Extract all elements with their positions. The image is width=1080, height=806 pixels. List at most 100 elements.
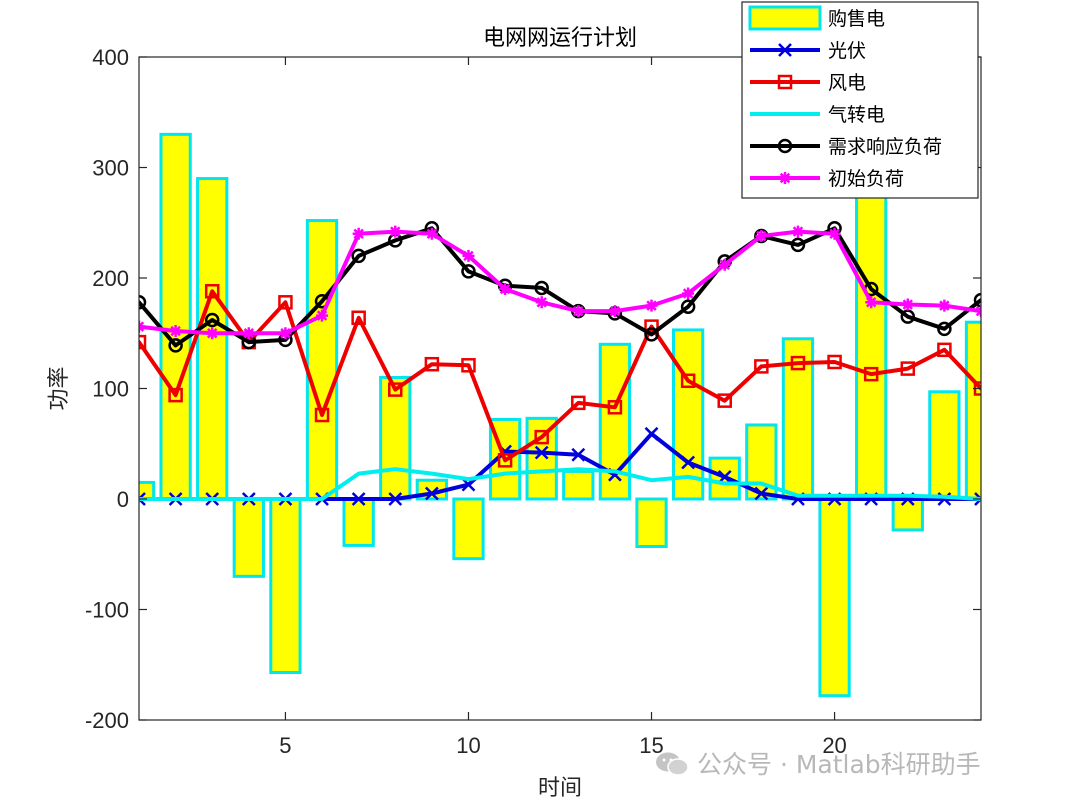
- y-tick-label: 200: [92, 266, 129, 291]
- data-point: [754, 486, 769, 501]
- bar: [891, 497, 924, 532]
- legend-entry: 气转电: [750, 104, 885, 126]
- data-point: [242, 327, 255, 340]
- bar: [562, 469, 595, 501]
- legend-label: 购售电: [828, 8, 885, 30]
- bar: [232, 497, 265, 578]
- data-point: [351, 310, 366, 326]
- data-point: [571, 447, 586, 462]
- data-point: [278, 295, 293, 310]
- data-point: [645, 299, 658, 312]
- data-point: [424, 486, 439, 501]
- x-tick-label: 10: [456, 733, 480, 758]
- data-point: [351, 248, 366, 264]
- data-point: [791, 225, 804, 238]
- data-point: [755, 230, 768, 243]
- data-point: [425, 227, 438, 240]
- data-point: [937, 342, 952, 358]
- data-point: [535, 296, 548, 309]
- bar: [342, 497, 375, 547]
- data-point: [388, 492, 403, 506]
- data-point: [827, 354, 842, 370]
- data-point: [461, 264, 476, 279]
- data-point: [534, 429, 549, 445]
- data-point: [974, 492, 981, 506]
- x-tick-label: 5: [279, 733, 291, 758]
- y-tick-label: 400: [92, 45, 129, 70]
- data-point: [388, 382, 403, 397]
- y-axis-label: 功率: [47, 366, 72, 410]
- data-point: [571, 395, 586, 411]
- chart-title: 电网网运行计划: [483, 26, 637, 51]
- data-point: [534, 445, 549, 460]
- data-point: [204, 284, 220, 299]
- series-line: [139, 229, 981, 336]
- y-tick-label: 0: [117, 487, 129, 512]
- data-point: [973, 292, 981, 308]
- data-point: [863, 366, 879, 382]
- y-tick-label: -100: [85, 598, 129, 623]
- legend-entry: 风电: [750, 72, 866, 94]
- data-point: [314, 407, 330, 423]
- legend-label: 需求响应负荷: [828, 136, 942, 158]
- data-point: [790, 237, 806, 253]
- data-point: [779, 172, 791, 184]
- y-tick-label: 300: [92, 156, 129, 181]
- data-point: [680, 373, 696, 389]
- data-point: [717, 393, 732, 408]
- data-point: [389, 225, 402, 238]
- legend-entry: 购售电: [748, 5, 885, 31]
- data-point: [424, 356, 440, 372]
- data-point: [644, 426, 659, 441]
- wechat-icon: [656, 752, 689, 776]
- legend-label: 风电: [828, 72, 866, 94]
- bar: [269, 497, 302, 674]
- data-point: [790, 355, 806, 371]
- legend-label: 光伏: [828, 40, 866, 62]
- data-point: [168, 387, 183, 403]
- data-point: [139, 295, 147, 310]
- series-气转电: [139, 467, 981, 501]
- legend-box: [741, 1, 979, 199]
- data-point: [777, 138, 793, 154]
- legend-label: 初始负荷: [828, 168, 904, 190]
- data-point: [462, 249, 475, 262]
- bar: [159, 132, 192, 501]
- x-axis-label: 时间: [538, 776, 582, 801]
- data-point: [754, 359, 769, 374]
- bar: [818, 497, 851, 698]
- data-point: [352, 227, 365, 240]
- data-point: [461, 477, 476, 492]
- legend-swatch: [748, 5, 822, 31]
- bar: [452, 497, 485, 561]
- data-point: [865, 296, 878, 309]
- y-tick-label: 100: [92, 377, 129, 402]
- data-point: [607, 400, 623, 415]
- data-point: [534, 280, 549, 296]
- data-point: [644, 327, 659, 342]
- series-初始负荷: [139, 225, 981, 340]
- data-point: [681, 455, 696, 470]
- x-tick-label: 20: [822, 733, 846, 758]
- data-point: [139, 492, 146, 506]
- bar: [855, 182, 888, 501]
- data-point: [168, 338, 183, 353]
- data-point: [901, 298, 914, 311]
- y-tick-label: -200: [85, 708, 129, 733]
- data-point: [572, 305, 585, 318]
- watermark-text: 公众号 · Matlab科研助手: [697, 750, 981, 779]
- legend-label: 气转电: [828, 104, 885, 126]
- bar: [928, 390, 961, 501]
- data-point: [680, 299, 696, 314]
- data-point: [351, 492, 366, 506]
- data-point: [937, 321, 952, 337]
- bar: [525, 416, 558, 501]
- legend-entry: 需求响应负荷: [750, 136, 942, 158]
- data-point: [206, 327, 219, 340]
- data-point: [169, 325, 182, 338]
- data-point: [316, 309, 329, 322]
- data-point: [139, 334, 147, 350]
- watermark: 公众号 · Matlab科研助手: [655, 745, 981, 781]
- data-point: [461, 358, 476, 373]
- x-tick-label: 15: [639, 733, 663, 758]
